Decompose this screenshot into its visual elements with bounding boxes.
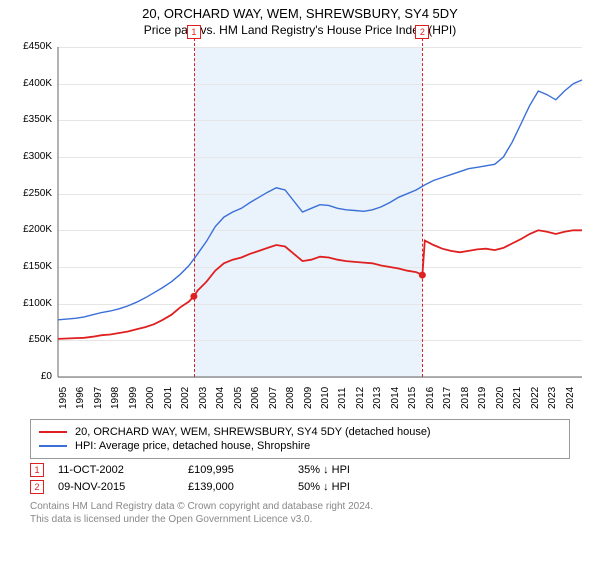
- x-axis-label: 2004: [215, 387, 226, 409]
- legend-swatch: [39, 445, 67, 447]
- sale-flag: 1: [30, 463, 44, 477]
- legend-label: 20, ORCHARD WAY, WEM, SHREWSBURY, SY4 5D…: [75, 426, 431, 438]
- x-axis-label: 2001: [163, 387, 174, 409]
- series-price_paid: [58, 230, 582, 339]
- x-axis-label: 2011: [337, 387, 348, 409]
- legend: 20, ORCHARD WAY, WEM, SHREWSBURY, SY4 5D…: [30, 419, 570, 459]
- x-axis-label: 2020: [495, 387, 506, 409]
- x-axis-label: 2015: [407, 387, 418, 409]
- x-axis-label: 2000: [145, 387, 156, 409]
- x-axis-label: 2008: [285, 387, 296, 409]
- sale-marker-flag: 1: [187, 25, 201, 39]
- x-axis-label: 1996: [75, 387, 86, 409]
- sale-price: £109,995: [188, 464, 298, 476]
- sale-date: 09-NOV-2015: [58, 481, 188, 493]
- x-axis-label: 2016: [425, 387, 436, 409]
- x-axis-label: 2012: [355, 387, 366, 409]
- x-axis-label: 2006: [250, 387, 261, 409]
- sale-marker-flag: 2: [415, 25, 429, 39]
- x-axis-label: 2003: [198, 387, 209, 409]
- x-axis-label: 2021: [512, 387, 523, 409]
- legend-swatch: [39, 431, 67, 433]
- legend-row: 20, ORCHARD WAY, WEM, SHREWSBURY, SY4 5D…: [39, 426, 561, 438]
- chart-svg: [10, 41, 590, 381]
- x-axis-label: 2005: [233, 387, 244, 409]
- x-axis-label: 2018: [460, 387, 471, 409]
- chart-subtitle: Price paid vs. HM Land Registry's House …: [0, 23, 600, 37]
- sale-point: [190, 293, 197, 300]
- x-axis-label: 2017: [442, 387, 453, 409]
- sales-table: 1 11-OCT-2002£109,99535% ↓ HPI 2 09-NOV-201…: [30, 463, 570, 494]
- x-axis-label: 2009: [303, 387, 314, 409]
- x-axis-label: 1997: [93, 387, 104, 409]
- x-axis-label: 2022: [530, 387, 541, 409]
- price-chart: £0£50K£100K£150K£200K£250K£300K£350K£400…: [10, 41, 590, 411]
- sale-row: 2 09-NOV-2015£139,00050% ↓ HPI: [30, 480, 570, 494]
- x-axis-label: 2010: [320, 387, 331, 409]
- series-hpi: [58, 80, 582, 320]
- sale-price: £139,000: [188, 481, 298, 493]
- sale-date: 11-OCT-2002: [58, 464, 188, 476]
- footnote-line: This data is licensed under the Open Gov…: [30, 513, 570, 526]
- footnote: Contains HM Land Registry data © Crown c…: [30, 500, 570, 526]
- x-axis-label: 2019: [477, 387, 488, 409]
- x-axis-label: 2002: [180, 387, 191, 409]
- x-axis-label: 2013: [372, 387, 383, 409]
- x-axis-label: 2014: [390, 387, 401, 409]
- x-axis-label: 2023: [547, 387, 558, 409]
- sale-hpi-delta: 50% ↓ HPI: [298, 481, 350, 493]
- sale-point: [419, 272, 426, 279]
- x-axis-label: 1995: [58, 387, 69, 409]
- sale-hpi-delta: 35% ↓ HPI: [298, 464, 350, 476]
- x-axis-label: 1999: [128, 387, 139, 409]
- legend-row: HPI: Average price, detached house, Shro…: [39, 440, 561, 452]
- sale-row: 1 11-OCT-2002£109,99535% ↓ HPI: [30, 463, 570, 477]
- x-axis-label: 2024: [565, 387, 576, 409]
- x-axis-label: 2007: [268, 387, 279, 409]
- x-axis-label: 1998: [110, 387, 121, 409]
- chart-title: 20, ORCHARD WAY, WEM, SHREWSBURY, SY4 5D…: [0, 6, 600, 21]
- sale-flag: 2: [30, 480, 44, 494]
- legend-label: HPI: Average price, detached house, Shro…: [75, 440, 310, 452]
- footnote-line: Contains HM Land Registry data © Crown c…: [30, 500, 570, 513]
